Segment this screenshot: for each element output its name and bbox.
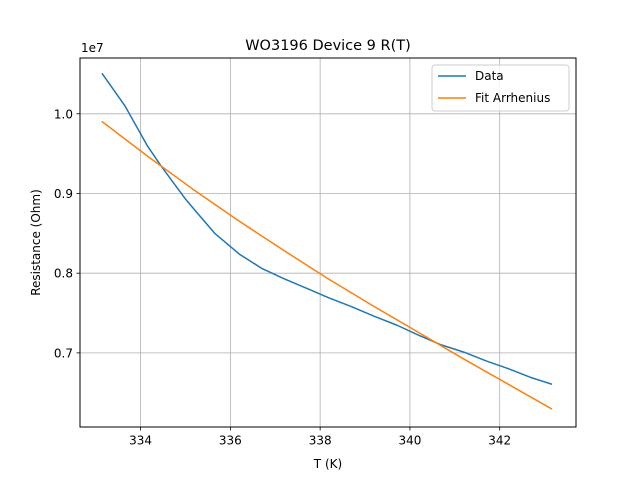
series-line-data: [101, 72, 553, 385]
legend-label-fit: Fit Arrhenius: [475, 91, 550, 105]
legend-box: [431, 64, 570, 112]
y-axis-title: Resistance (Ohm): [29, 189, 43, 296]
plot-lines: [101, 72, 553, 410]
y-offset-label: 1e7: [81, 41, 104, 55]
axis-ticks: 334 336 338 340 342 0.7 0.8 0.9 1.0: [54, 107, 511, 447]
x-axis-title: T (K): [313, 457, 342, 471]
x-tick-label: 336: [219, 434, 242, 448]
y-tick-label: 0.8: [54, 267, 73, 281]
y-tick-label: 1.0: [54, 107, 73, 121]
x-tick-label: 334: [129, 434, 152, 448]
y-tick-label: 0.9: [54, 187, 73, 201]
x-tick-label: 338: [309, 434, 332, 448]
series-line-fit: [101, 120, 553, 410]
plot-frame: [79, 57, 577, 428]
y-tick-label: 0.7: [54, 346, 73, 360]
x-tick-label: 340: [398, 434, 421, 448]
chart-title: WO3196 Device 9 R(T): [245, 38, 411, 54]
legend-label-data: Data: [475, 69, 504, 83]
legend: Data Fit Arrhenius: [431, 64, 570, 112]
grid: [80, 58, 576, 427]
x-tick-label: 342: [488, 434, 511, 448]
